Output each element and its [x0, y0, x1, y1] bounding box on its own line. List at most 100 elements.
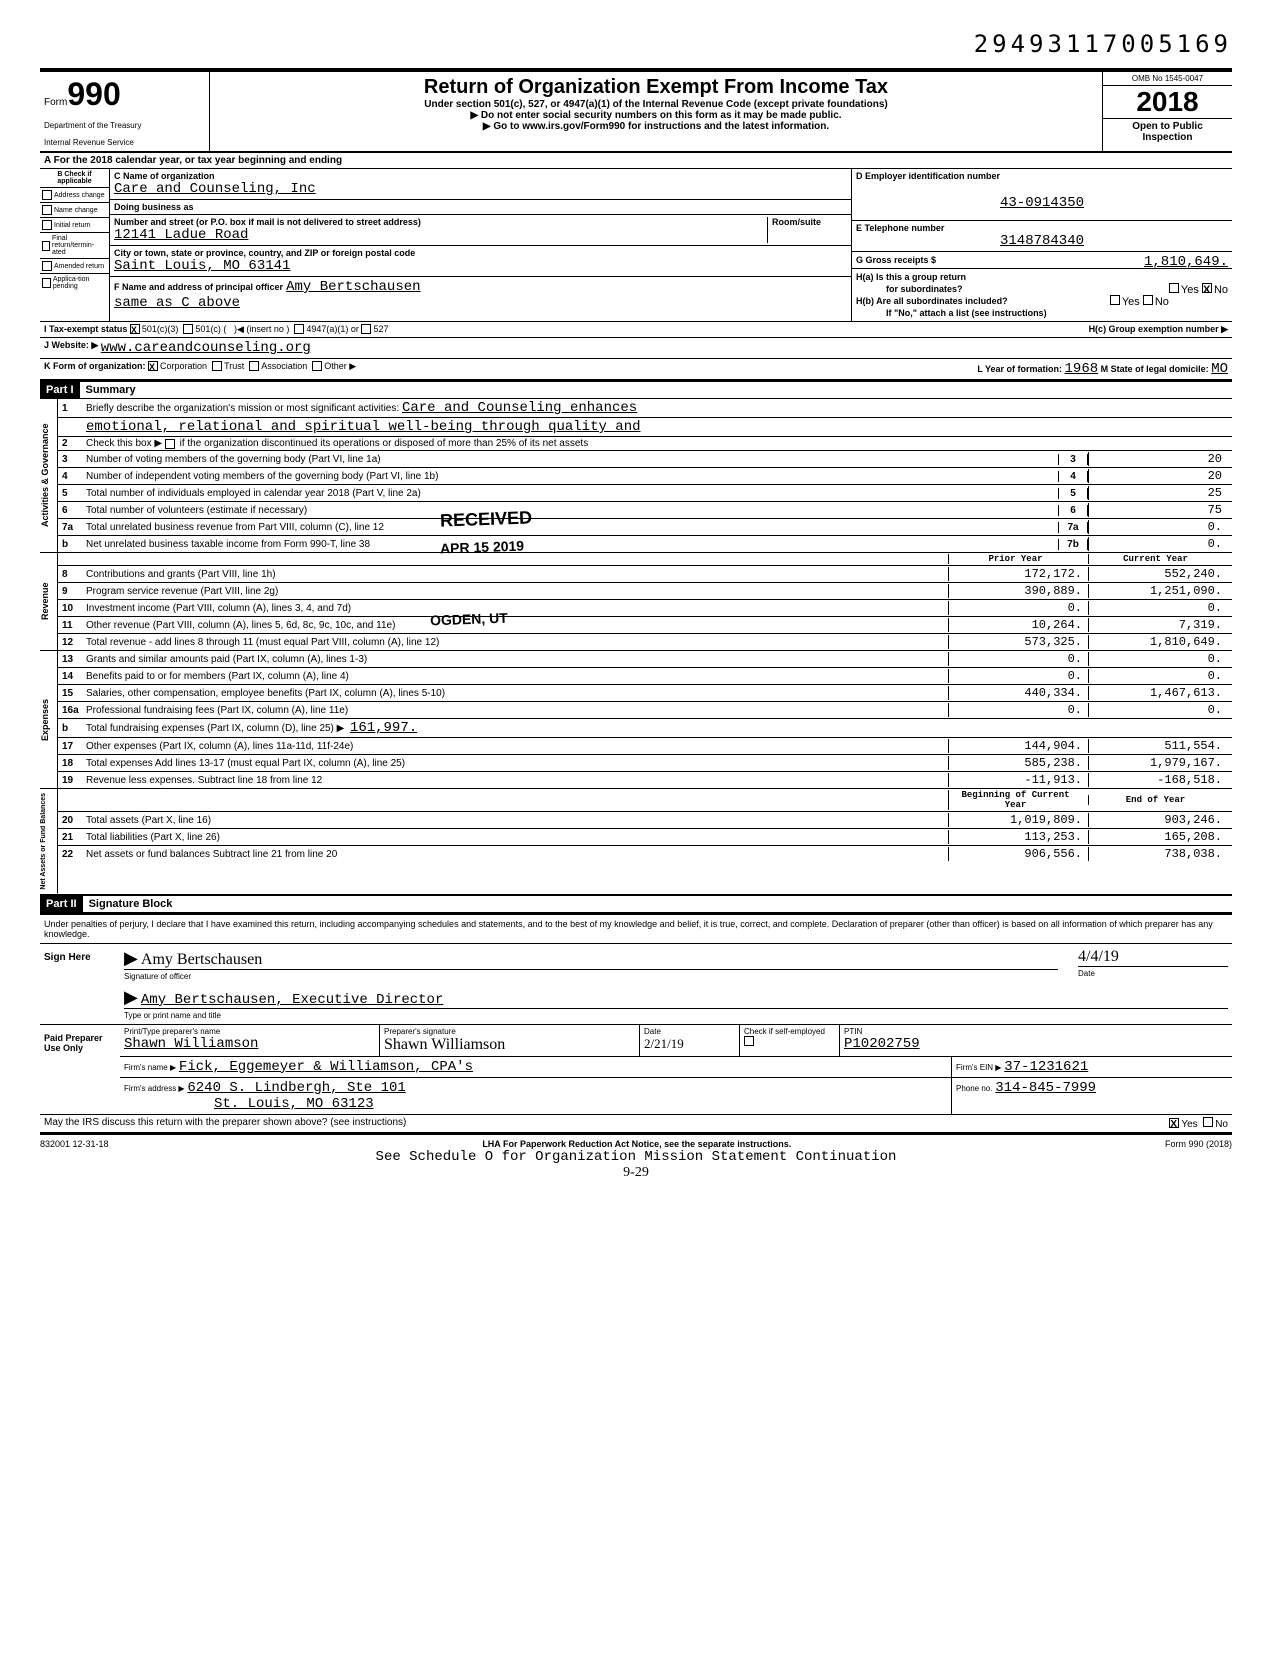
org-name-label: C Name of organization: [114, 171, 847, 181]
line12-current: 1,810,649.: [1088, 635, 1228, 649]
lbl-no: No: [1214, 284, 1228, 296]
mission-line2: emotional, relational and spiritual well…: [86, 419, 641, 435]
form-subtitle: Under section 501(c), 527, or 4947(a)(1)…: [214, 99, 1098, 110]
phone-value: 3148784340: [856, 233, 1228, 249]
line10-current: 0.: [1088, 601, 1228, 615]
part2-header: Part II: [40, 896, 83, 912]
checkbox-ha-no[interactable]: X: [1202, 283, 1212, 293]
preparer-date: 2/21/19: [644, 1036, 735, 1052]
part1-title: Summary: [80, 382, 142, 398]
part1-header: Part I: [40, 382, 80, 398]
end-year-header: End of Year: [1088, 795, 1228, 805]
gross-receipts: 1,810,649.: [1144, 254, 1228, 270]
schedule-note: See Schedule O for Organization Mission …: [40, 1149, 1232, 1165]
lbl-yes: Yes: [1181, 284, 1199, 296]
hc-label: H(c) Group exemption number ▶: [1089, 324, 1228, 335]
line10-prior: 0.: [948, 601, 1088, 615]
checkbox-amended[interactable]: [42, 261, 52, 271]
row-k: K Form of organization: XCorporation Tru…: [40, 359, 1232, 380]
line21-prior: 113,253.: [948, 830, 1088, 844]
lbl-final-return: Final return/termin-ated: [52, 235, 107, 256]
line22-prior: 906,556.: [948, 847, 1088, 861]
formation-year: 1968: [1065, 361, 1099, 377]
form-header: Form990 Department of the Treasury Inter…: [40, 68, 1232, 153]
line15-current: 1,467,613.: [1088, 686, 1228, 700]
stamp-location: OGDEN, UT: [430, 610, 508, 629]
checkbox-discontinued[interactable]: [165, 439, 175, 449]
ha-sub-label: for subordinates?: [856, 284, 963, 294]
form-instruction-2: ▶ Go to www.irs.gov/Form990 for instruct…: [214, 121, 1098, 132]
preparer-name: Shawn Williamson: [124, 1036, 375, 1052]
opt-527: 527: [373, 324, 388, 335]
checkbox-initial-return[interactable]: [42, 220, 52, 230]
line14-current: 0.: [1088, 669, 1228, 683]
officer-label: F Name and address of principal officer: [114, 282, 283, 292]
mission-line1: Care and Counseling enhances: [402, 400, 637, 416]
checkbox-501c3[interactable]: X: [130, 324, 140, 334]
form-number: 990: [67, 76, 120, 112]
lbl-application-pending: Applica-tion pending: [53, 276, 107, 290]
room-label: Room/suite: [772, 217, 847, 227]
received-stamp: RECEIVED: [440, 507, 533, 531]
lbl-name-change: Name change: [54, 207, 98, 214]
line6-value: 75: [1088, 503, 1228, 517]
firm-phone: 314-845-7999: [995, 1080, 1096, 1096]
open-public-label: Open to Public: [1132, 121, 1203, 132]
page-number: 9-29: [40, 1165, 1232, 1181]
tax-year: 2018: [1103, 86, 1232, 118]
line13-prior: 0.: [948, 652, 1088, 666]
line21-current: 165,208.: [1088, 830, 1228, 844]
checkbox-hb-yes[interactable]: [1110, 295, 1120, 305]
checkbox-trust[interactable]: [212, 361, 222, 371]
expenses-side-label: Expenses: [40, 651, 58, 788]
street-address: 12141 Ladue Road: [114, 227, 767, 243]
website-label: J Website: ▶: [44, 340, 98, 356]
line20-current: 903,246.: [1088, 813, 1228, 827]
form-title: Return of Organization Exempt From Incom…: [214, 76, 1098, 99]
street-label: Number and street (or P.O. box if mail i…: [114, 217, 767, 227]
checkbox-4947[interactable]: [294, 324, 304, 334]
tax-exempt-label: I Tax-exempt status: [44, 324, 127, 335]
stamp-date: APR 15 2019: [440, 538, 525, 557]
firm-address-2: St. Louis, MO 63123: [214, 1096, 374, 1112]
checkbox-hb-no[interactable]: [1143, 295, 1153, 305]
line19-prior: -11,913.: [948, 773, 1088, 787]
signature-date: 4/4/19: [1078, 948, 1119, 965]
checkbox-self-employed[interactable]: [744, 1036, 754, 1046]
hb-label: H(b) Are all subordinates included?: [856, 296, 1008, 306]
footer-lha: LHA For Paperwork Reduction Act Notice, …: [482, 1139, 791, 1149]
line7b-value: 0.: [1088, 537, 1228, 551]
gross-label: G Gross receipts $: [856, 255, 936, 265]
firm-ein: 37-1231621: [1004, 1059, 1088, 1075]
checkbox-discuss-yes[interactable]: X: [1169, 1118, 1179, 1128]
opt-501c3: 501(c)(3): [142, 324, 179, 335]
officer-name-title: Amy Bertschausen, Executive Director: [141, 992, 443, 1008]
form-instruction-1: ▶ Do not enter social security numbers o…: [214, 110, 1098, 121]
officer-signature: Amy Bertschausen: [141, 951, 262, 968]
checkbox-ha-yes[interactable]: [1169, 283, 1179, 293]
checkbox-501c[interactable]: [183, 324, 193, 334]
checkbox-final-return[interactable]: [42, 241, 50, 251]
firm-name: Fick, Eggemeyer & Williamson, CPA's: [179, 1059, 473, 1075]
prior-year-header: Prior Year: [948, 554, 1088, 564]
page-footer: 832001 12-31-18 LHA For Paperwork Reduct…: [40, 1135, 1232, 1149]
footer-code: 832001 12-31-18: [40, 1139, 109, 1149]
checkbox-other[interactable]: [312, 361, 322, 371]
checkbox-name-change[interactable]: [42, 205, 52, 215]
checkbox-assoc[interactable]: [249, 361, 259, 371]
checkbox-527[interactable]: [361, 324, 371, 334]
checkbox-corp[interactable]: X: [148, 361, 158, 371]
row-j: J Website: ▶ www.careandcounseling.org: [40, 338, 1232, 359]
header-document-number: 29493117005169: [40, 30, 1232, 68]
checkbox-application-pending[interactable]: [42, 278, 51, 288]
firm-address-1: 6240 S. Lindbergh, Ste 101: [187, 1080, 405, 1096]
section-b-header: B Check if applicable: [40, 169, 109, 188]
line3-value: 20: [1088, 452, 1228, 466]
ha-label: H(a) Is this a group return: [856, 272, 966, 282]
checkbox-discuss-no[interactable]: [1203, 1117, 1213, 1127]
preparer-signature: Shawn Williamson: [384, 1036, 635, 1054]
part2-title: Signature Block: [83, 896, 179, 912]
checkbox-address-change[interactable]: [42, 190, 52, 200]
sig-officer-label: Signature of officer: [124, 972, 1058, 981]
line16b-value: 161,997.: [350, 720, 417, 736]
